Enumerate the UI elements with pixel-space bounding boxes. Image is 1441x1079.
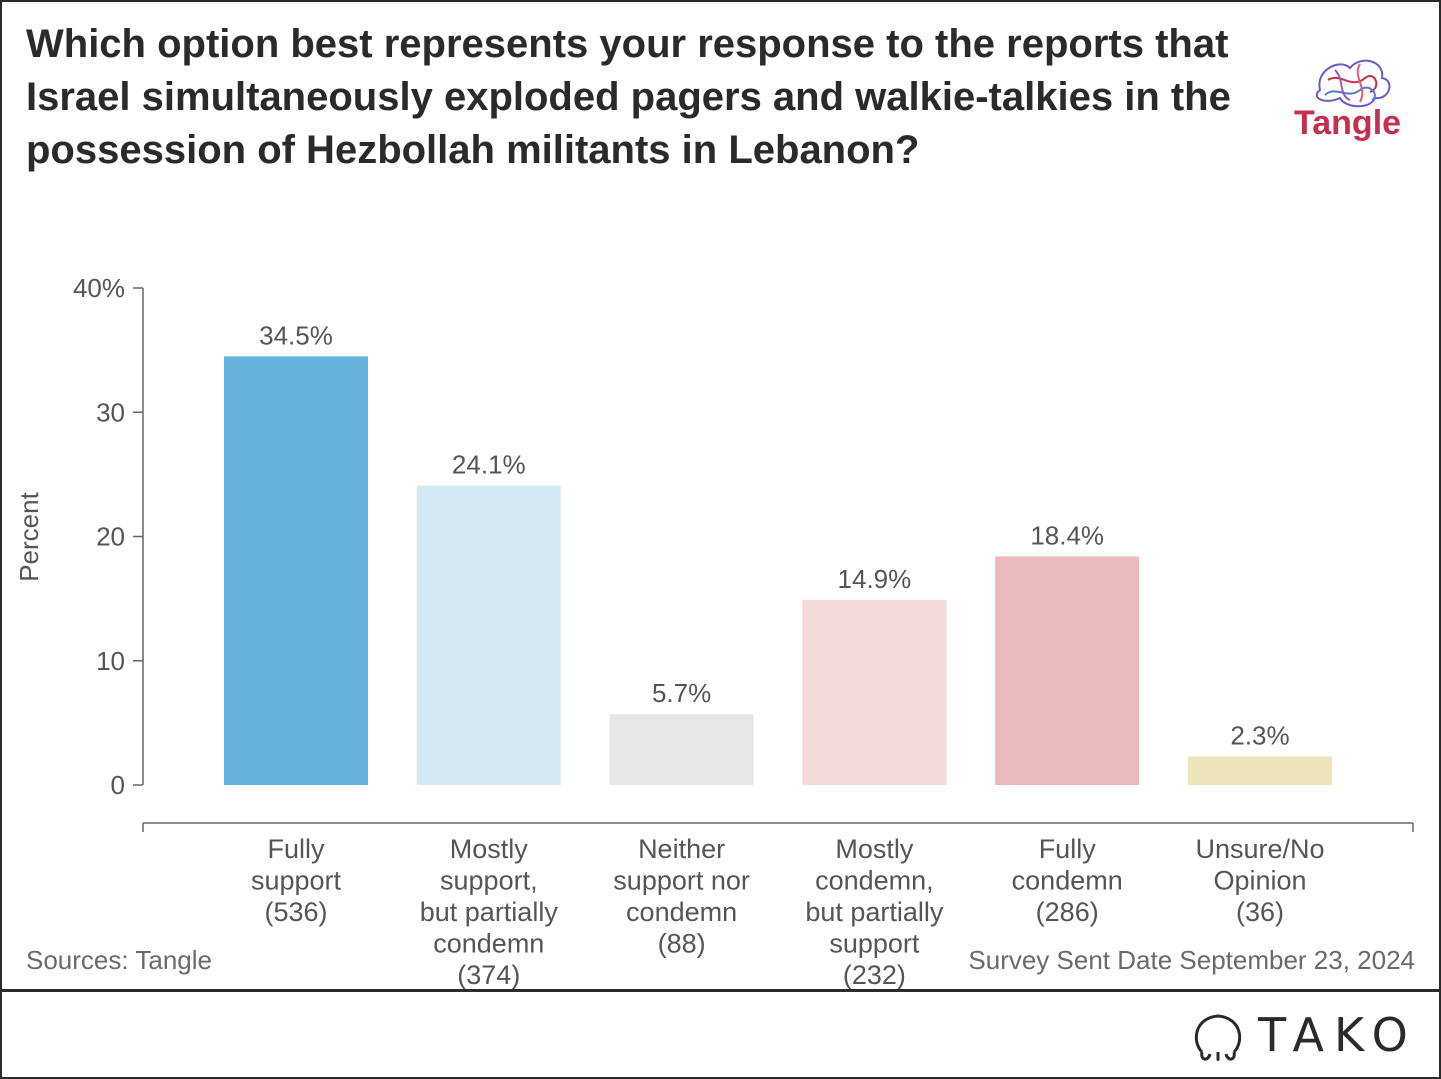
bar	[609, 714, 754, 785]
y-tick-label: 40%	[73, 273, 125, 303]
x-tick-label: Fully condemn (286)	[1012, 834, 1123, 927]
y-tick-label: 10	[96, 646, 125, 676]
data-label: 34.5%	[259, 320, 333, 350]
tako-logo-icon	[1194, 1014, 1242, 1061]
bar	[995, 556, 1140, 785]
data-label: 18.4%	[1030, 520, 1104, 550]
tako-brand-text: TAKO	[1258, 1008, 1418, 1062]
x-tick-label: Mostly condemn, but partially support (232)	[805, 834, 944, 990]
y-axis-label: Percent	[14, 491, 44, 581]
y-tick-label: 20	[96, 522, 125, 552]
x-tick-label: Neither support nor condemn (88)	[613, 834, 750, 959]
bar	[416, 485, 561, 785]
source-note: Sources: Tangle	[26, 945, 212, 975]
data-label: 5.7%	[652, 678, 711, 708]
data-label: 24.1%	[452, 450, 526, 480]
y-tick-label: 0	[111, 770, 125, 800]
y-tick-label: 30	[96, 397, 125, 427]
footer-divider	[0, 989, 1441, 992]
survey-date-note: Survey Sent Date September 23, 2024	[968, 945, 1415, 975]
data-label: 2.3%	[1230, 720, 1289, 750]
chart-title: Which option best represents your respon…	[26, 22, 1231, 172]
x-tick-label: Fully support (536)	[251, 834, 342, 927]
bar	[802, 599, 947, 785]
bar	[224, 356, 368, 785]
tangle-brain-icon	[1315, 59, 1391, 108]
data-label: 14.9%	[838, 564, 912, 594]
x-tick-label: Mostly support, but partially condemn (374)	[420, 834, 559, 990]
bar	[1188, 756, 1332, 785]
x-tick-label: Unsure/No Opinion (36)	[1195, 834, 1324, 927]
tangle-logo-text: Tangle	[1294, 104, 1402, 142]
